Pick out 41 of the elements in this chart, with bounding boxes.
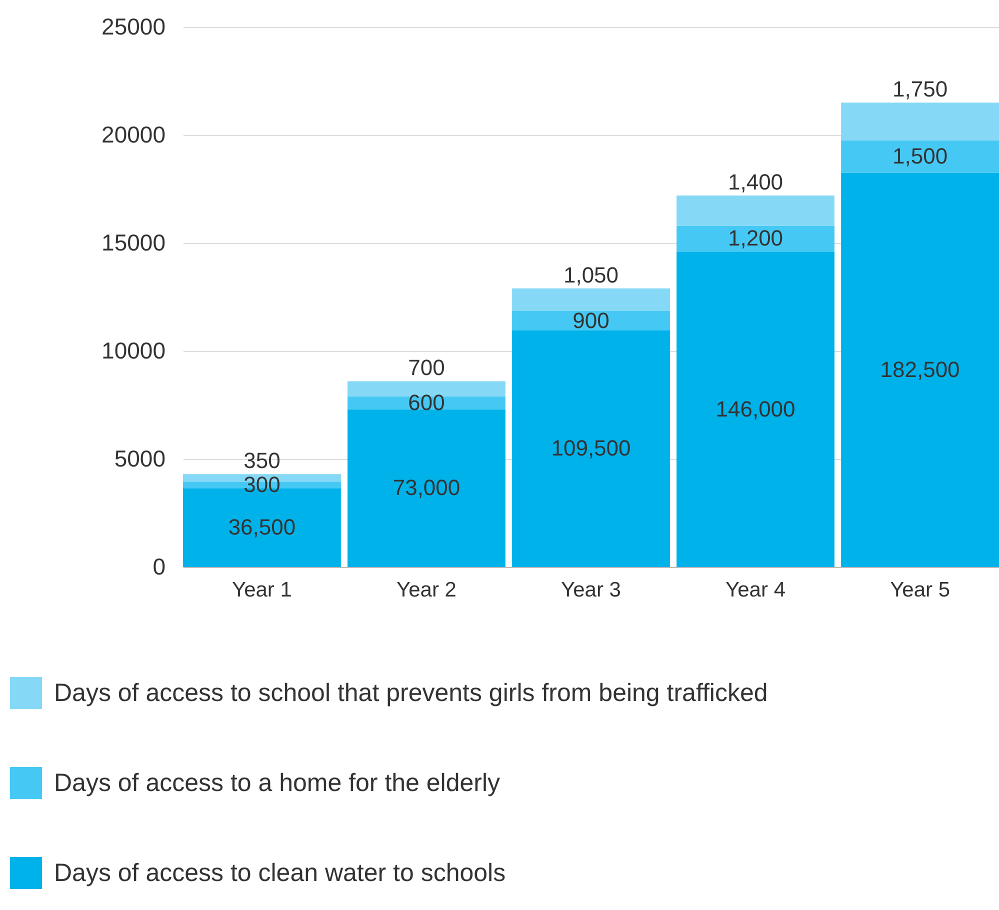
bar bbox=[348, 396, 506, 410]
bar bbox=[348, 409, 506, 567]
data-label: 1,500 bbox=[892, 144, 948, 169]
bar bbox=[512, 311, 670, 330]
data-label: 350 bbox=[244, 448, 280, 474]
legend-label: Days of access to school that prevents girls from being trafficked bbox=[54, 679, 768, 707]
x-tick-label: Year 4 bbox=[726, 578, 786, 602]
y-tick-label: 5000 bbox=[114, 446, 166, 472]
bar bbox=[676, 195, 834, 226]
y-tick-label: 15000 bbox=[102, 230, 166, 256]
x-tick-label: Year 3 bbox=[561, 578, 621, 602]
bar bbox=[676, 226, 834, 252]
y-tick-label: 0 bbox=[152, 554, 166, 580]
data-label: 1,050 bbox=[563, 262, 619, 288]
y-tick-label: 10000 bbox=[102, 338, 166, 364]
bar bbox=[348, 381, 506, 396]
annotation: 109,500 bbox=[551, 436, 631, 461]
y-tick-label: 25000 bbox=[102, 14, 166, 40]
bar bbox=[841, 172, 999, 567]
bar bbox=[676, 252, 834, 567]
data-label: 1,750 bbox=[892, 76, 948, 102]
annotation: 146,000 bbox=[716, 396, 796, 422]
annotation: 182,500 bbox=[880, 356, 960, 382]
legend-label: Days of access to clean water to schools bbox=[54, 859, 506, 887]
data-label: 900 bbox=[572, 308, 610, 333]
x-tick-label: Year 2 bbox=[396, 578, 456, 602]
data-label: 1,200 bbox=[728, 226, 784, 251]
bar bbox=[512, 330, 670, 567]
bar bbox=[512, 288, 670, 312]
x-tick-label: Year 1 bbox=[232, 578, 292, 602]
data-label: 300 bbox=[244, 472, 280, 497]
annotation: 73,000 bbox=[392, 475, 460, 500]
legend-label: Days of access to a home for the elderly bbox=[54, 769, 501, 797]
bar bbox=[841, 140, 999, 173]
annotation: 36,500 bbox=[228, 514, 296, 540]
y-tick-label: 20000 bbox=[102, 122, 166, 148]
data-label: 600 bbox=[408, 390, 445, 415]
bar bbox=[841, 102, 999, 140]
data-label: 1,400 bbox=[728, 169, 784, 194]
data-label: 700 bbox=[408, 355, 445, 380]
x-tick-label: Year 5 bbox=[890, 578, 950, 602]
